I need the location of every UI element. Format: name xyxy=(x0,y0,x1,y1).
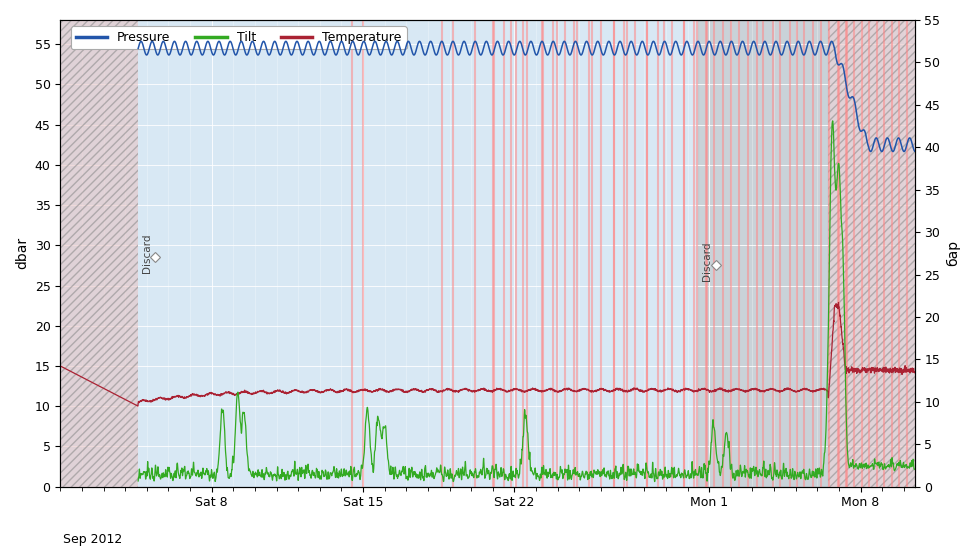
Text: Discard: Discard xyxy=(142,233,152,273)
Legend: Pressure, Tilt, Temperature: Pressure, Tilt, Temperature xyxy=(71,26,407,49)
Text: Discard: Discard xyxy=(702,242,712,281)
Bar xyxy=(60,20,138,487)
Bar xyxy=(828,20,915,487)
Y-axis label: dbar: dbar xyxy=(15,237,29,269)
Bar xyxy=(698,20,828,487)
Text: Sep 2012: Sep 2012 xyxy=(63,533,123,546)
Y-axis label: бар: бар xyxy=(946,240,960,267)
